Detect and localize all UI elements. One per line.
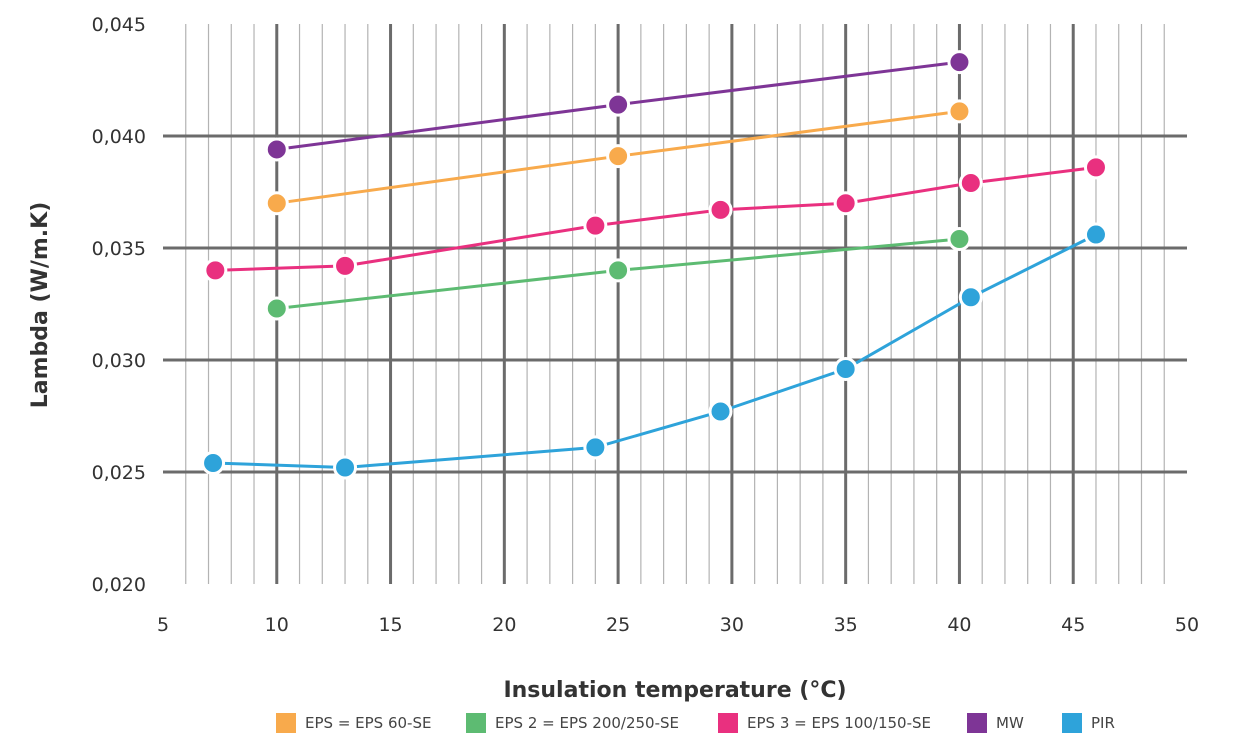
data-point	[1083, 222, 1108, 247]
legend-swatch	[276, 713, 296, 733]
y-tick-label: 0,020	[92, 574, 146, 596]
data-point	[333, 253, 358, 278]
x-tick-label: 20	[492, 614, 516, 636]
data-point	[606, 258, 631, 283]
legend-swatch	[967, 713, 987, 733]
legend-label: MW	[996, 714, 1024, 732]
series-1	[264, 99, 972, 216]
series-5	[201, 222, 1108, 480]
line-chart: 5 10 15 20 25 30 35 40 45 50 0,020 0,025 0,030 0,035 0…	[28, 14, 1200, 703]
y-tick-label: 0,030	[92, 350, 146, 372]
y-tick-label: 0,045	[92, 14, 146, 36]
data-point	[958, 171, 983, 196]
data-point	[264, 137, 289, 162]
legend-item: EPS = EPS 60-SE	[276, 713, 431, 733]
legend-label: EPS = EPS 60-SE	[305, 714, 432, 732]
data-point	[606, 144, 631, 169]
data-point	[264, 191, 289, 216]
data-point	[333, 455, 358, 480]
y-tick-label: 0,040	[92, 126, 146, 148]
data-point	[947, 227, 972, 252]
data-point	[947, 50, 972, 75]
legend-label: EPS 3 = EPS 100/150-SE	[747, 714, 931, 732]
series-2	[264, 227, 972, 321]
legend-item: MW	[967, 713, 1024, 733]
y-tick-label: 0,025	[92, 462, 146, 484]
legend-item: EPS 3 = EPS 100/150-SE	[718, 713, 931, 733]
x-tick-label: 45	[1061, 614, 1085, 636]
grid-minor	[185, 24, 1165, 584]
data-point	[708, 197, 733, 222]
legend-item: EPS 2 = EPS 200/250-SE	[466, 713, 679, 733]
data-point	[947, 99, 972, 124]
series-4	[264, 50, 972, 162]
legend-swatch	[718, 713, 738, 733]
x-tick-label: 25	[606, 614, 630, 636]
y-axis-title: Lambda (W/m.K)	[28, 202, 53, 409]
data-point	[1083, 155, 1108, 180]
legend-item: PIR	[1062, 713, 1115, 733]
series-layer	[201, 50, 1108, 480]
data-point	[583, 213, 608, 238]
data-point	[708, 399, 733, 424]
data-point	[606, 92, 631, 117]
x-tick-label: 10	[265, 614, 289, 636]
x-axis-title: Insulation temperature (°C)	[503, 678, 846, 703]
legend-label: EPS 2 = EPS 200/250-SE	[495, 714, 679, 732]
y-tick-label: 0,035	[92, 238, 146, 260]
tick-labels: 5 10 15 20 25 30 35 40 45 50 0,020 0,025 0,030 0,035 0…	[92, 14, 1200, 636]
x-tick-label: 40	[947, 614, 971, 636]
x-tick-label: 15	[378, 614, 402, 636]
x-tick-label: 30	[720, 614, 744, 636]
chart-legend: EPS = EPS 60-SE EPS 2 = EPS 200/250-SE EPS…	[0, 709, 1239, 735]
legend-swatch	[466, 713, 486, 733]
data-point	[203, 258, 228, 283]
data-point	[583, 435, 608, 460]
x-tick-label: 35	[834, 614, 858, 636]
x-tick-label: 50	[1175, 614, 1199, 636]
legend-swatch	[1062, 713, 1082, 733]
data-point	[201, 451, 226, 476]
data-point	[958, 285, 983, 310]
legend-label: PIR	[1091, 714, 1115, 732]
data-point	[833, 191, 858, 216]
grid-major	[163, 24, 1187, 584]
data-point	[264, 296, 289, 321]
series-3	[203, 155, 1108, 283]
x-tick-label: 5	[157, 614, 169, 636]
data-point	[833, 356, 858, 381]
